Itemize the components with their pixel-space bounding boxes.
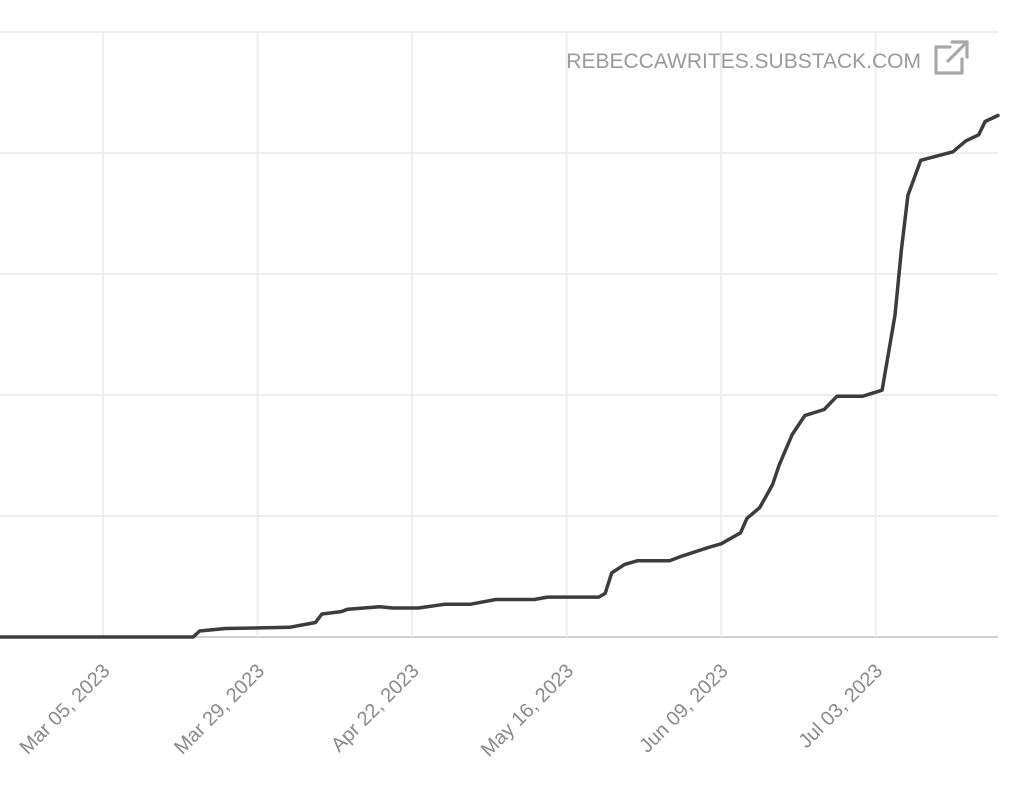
- x-tick-label: Mar 29, 2023: [170, 660, 269, 759]
- source-link[interactable]: REBECCAWRITES.SUBSTACK.COM: [566, 40, 969, 75]
- line: [0, 113, 1000, 639]
- x-tick-label: May 16, 2023: [477, 660, 578, 761]
- x-tick-label: Apr 22, 2023: [327, 660, 424, 757]
- x-tick-label: Mar 05, 2023: [16, 660, 115, 759]
- plot: Mar 05, 2023 Mar 29, 2023 Apr 22, 2023 May …: [0, 31, 1000, 761]
- external-link-icon[interactable]: [934, 40, 969, 75]
- x-tick-label: Jun 09, 2023: [635, 660, 732, 757]
- watermark[interactable]: REBECCAWRITES.SUBSTACK.COM: [566, 50, 921, 73]
- x-tick-label: Jul 03, 2023: [795, 660, 888, 753]
